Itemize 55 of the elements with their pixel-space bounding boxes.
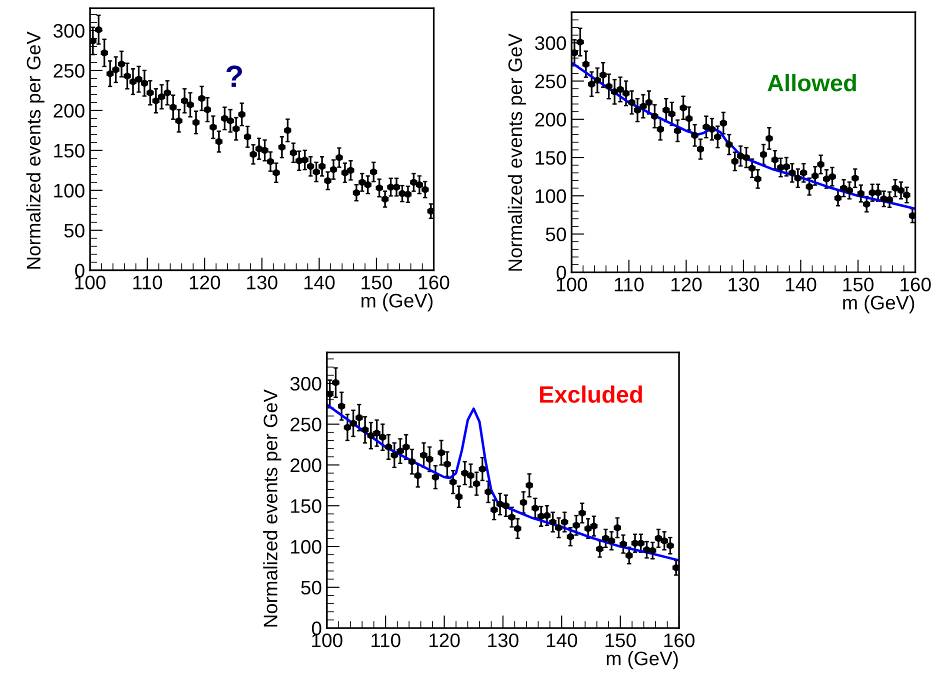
x-tick-label: 130 [728, 278, 759, 292]
x-tick-label: 100 [312, 633, 342, 648]
x-tick-label: 160 [664, 633, 694, 648]
x-tick-label: 120 [671, 278, 702, 292]
x-tick-label: 150 [843, 278, 874, 292]
annotation: Excluded [540, 386, 642, 403]
x-tick-label: 140 [786, 278, 816, 292]
x-axis-title: m (GeV) [843, 295, 914, 314]
x-tick-label: 120 [430, 633, 460, 648]
y-tick-label: 150 [291, 499, 322, 513]
point [908, 212, 916, 220]
x-tick-label: 140 [546, 633, 578, 648]
y-tick-label: 200 [535, 112, 566, 127]
y-tick-label: 250 [290, 418, 322, 432]
y-tick-label: 100 [536, 189, 566, 204]
y-tick-label: 300 [53, 24, 84, 38]
x-tick-label: 110 [614, 278, 644, 292]
y-tick-label: 300 [535, 36, 566, 50]
line-series [326, 403, 680, 562]
x-tick-label: 130 [488, 633, 518, 648]
x-tick-label: 160 [419, 276, 450, 290]
y-tick-label: 200 [290, 458, 322, 472]
y-tick-label: 100 [291, 540, 322, 554]
y-tick-label: 200 [54, 104, 84, 118]
x-tick-label: 130 [247, 276, 278, 290]
x-tick-label: 140 [304, 276, 335, 290]
y-tick-label: 0 [75, 264, 84, 278]
annotation: ? [226, 65, 242, 87]
line-series [572, 61, 916, 210]
x-tick-label: 120 [190, 276, 220, 290]
annotation: Allowed [768, 74, 856, 92]
y-tick-label: 0 [312, 622, 322, 636]
x-tick-label: 110 [372, 633, 400, 648]
point [672, 564, 680, 572]
point [427, 208, 434, 215]
x-axis-title: m (GeV) [362, 293, 433, 312]
x-tick-label: 150 [606, 633, 636, 648]
x-tick-label: 100 [75, 276, 106, 290]
x-tick-label: 100 [556, 278, 588, 292]
y-axis-title: Normalized events per GeV [263, 389, 282, 626]
y-tick-label: 50 [546, 228, 566, 242]
y-tick-label: 250 [535, 74, 566, 88]
x-tick-label: 160 [900, 278, 931, 292]
y-axis-title: Normalized events per GeV [508, 34, 526, 271]
y-tick-label: 50 [301, 580, 322, 595]
x-tick-label: 110 [133, 276, 162, 290]
x-tick-label: 150 [362, 276, 392, 290]
y-tick-label: 100 [54, 184, 84, 198]
y-tick-label: 250 [54, 64, 84, 78]
x-axis-title: m (GeV) [606, 651, 678, 670]
y-axis-title: Normalized events per GeV [26, 31, 44, 269]
y-tick-label: 150 [54, 144, 84, 158]
y-tick-label: 50 [64, 224, 84, 238]
y-tick-label: 300 [290, 376, 322, 391]
y-tick-label: 150 [536, 151, 566, 165]
